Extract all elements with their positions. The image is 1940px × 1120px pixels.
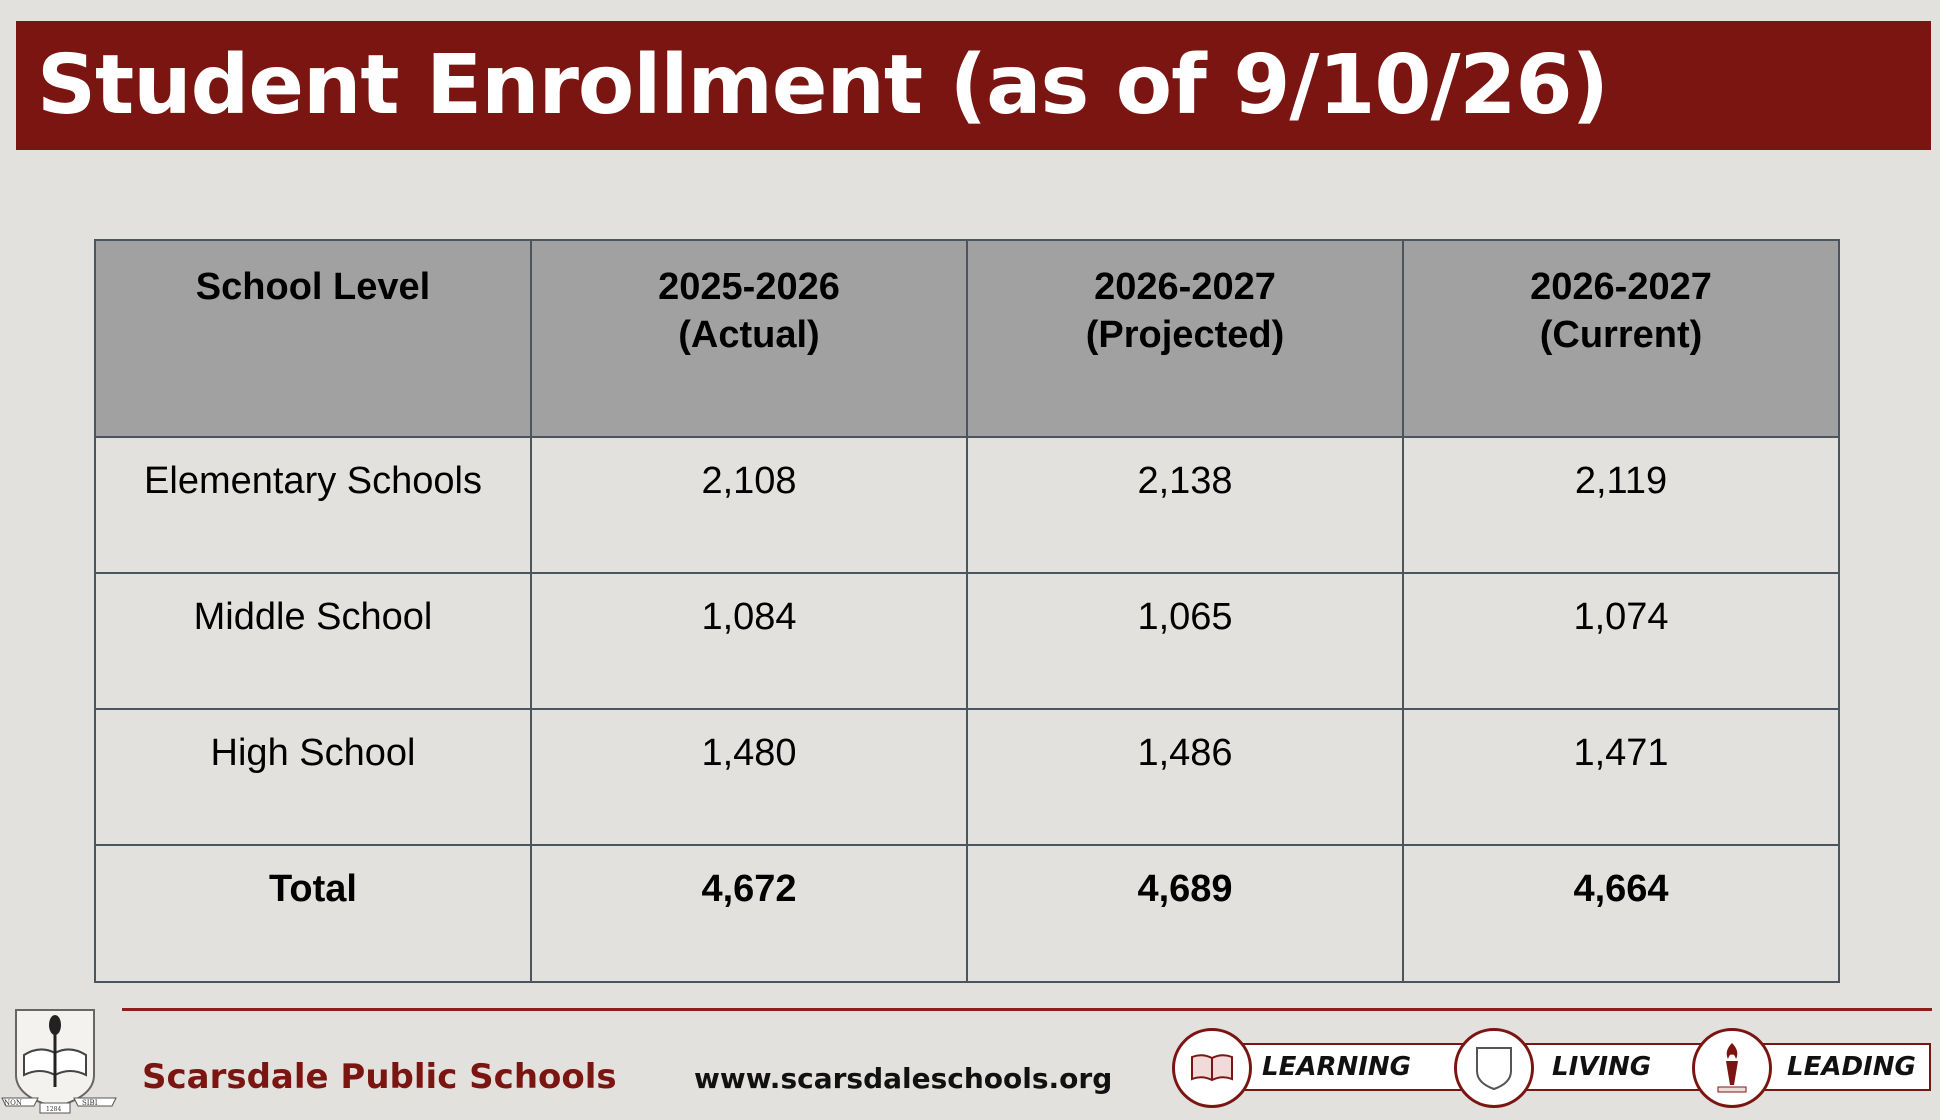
table-cell: Middle School	[94, 572, 532, 710]
seal-text-center: 1284	[46, 1106, 61, 1113]
table-cell: Elementary Schools	[94, 436, 532, 574]
motto-label: LEADING	[1787, 1052, 1916, 1082]
header-line: (Current)	[1539, 314, 1703, 356]
table-cell: 2,138	[966, 436, 1404, 574]
header-line: (Projected)	[1085, 314, 1285, 356]
table-cell: 2,119	[1402, 436, 1840, 574]
footer-divider	[122, 1008, 1932, 1011]
header-2026-2027-current: 2026-2027 (Current)	[1402, 239, 1840, 438]
table-cell: 1,084	[530, 572, 968, 710]
header-2025-2026-actual: 2025-2026 (Actual)	[530, 239, 968, 438]
table-cell: 1,486	[966, 708, 1404, 846]
table-total-row: Total 4,672 4,689 4,664	[94, 844, 1840, 983]
title-banner: Student Enrollment (as of 9/10/26)	[16, 21, 1931, 150]
table-row: High School 1,480 1,486 1,471	[94, 708, 1840, 846]
book-icon	[1172, 1028, 1252, 1108]
header-line: (Actual)	[678, 314, 820, 356]
page-title: Student Enrollment (as of 9/10/26)	[37, 38, 1609, 133]
total-label: Total	[94, 844, 532, 983]
seal-text-left: NON	[4, 1099, 22, 1107]
table-cell: 1,471	[1402, 708, 1840, 846]
org-name: Scarsdale Public Schools	[142, 1057, 617, 1097]
seal-text-right: SIBI	[82, 1099, 98, 1107]
torch-icon	[1692, 1028, 1772, 1108]
table-cell: 1,480	[530, 708, 968, 846]
total-cell: 4,689	[966, 844, 1404, 983]
table-header-row: School Level 2025-2026 (Actual) 2026-202…	[94, 239, 1840, 438]
table-row: Middle School 1,084 1,065 1,074	[94, 572, 1840, 710]
table-row: Elementary Schools 2,108 2,138 2,119	[94, 436, 1840, 574]
shield-icon	[1454, 1028, 1534, 1108]
table-cell: 2,108	[530, 436, 968, 574]
table-cell: 1,074	[1402, 572, 1840, 710]
motto-label: LIVING	[1552, 1052, 1652, 1082]
header-2026-2027-projected: 2026-2027 (Projected)	[966, 239, 1404, 438]
header-line: 2025-2026	[658, 266, 840, 308]
header-line: 2026-2027	[1530, 266, 1712, 308]
motto-banner: LEARNING LIVING LEADING	[1172, 1025, 1932, 1108]
header-school-level: School Level	[94, 239, 532, 438]
table-cell: 1,065	[966, 572, 1404, 710]
website-link[interactable]: www.scarsdaleschools.org	[694, 1062, 1113, 1095]
header-line: School Level	[195, 266, 431, 308]
motto-label: LEARNING	[1262, 1052, 1412, 1082]
school-seal-icon: NON 1284 SIBI	[1, 1009, 117, 1114]
total-cell: 4,672	[530, 844, 968, 983]
total-cell: 4,664	[1402, 844, 1840, 983]
header-line: 2026-2027	[1094, 266, 1276, 308]
enrollment-table: School Level 2025-2026 (Actual) 2026-202…	[94, 239, 1840, 983]
table-cell: High School	[94, 708, 532, 846]
